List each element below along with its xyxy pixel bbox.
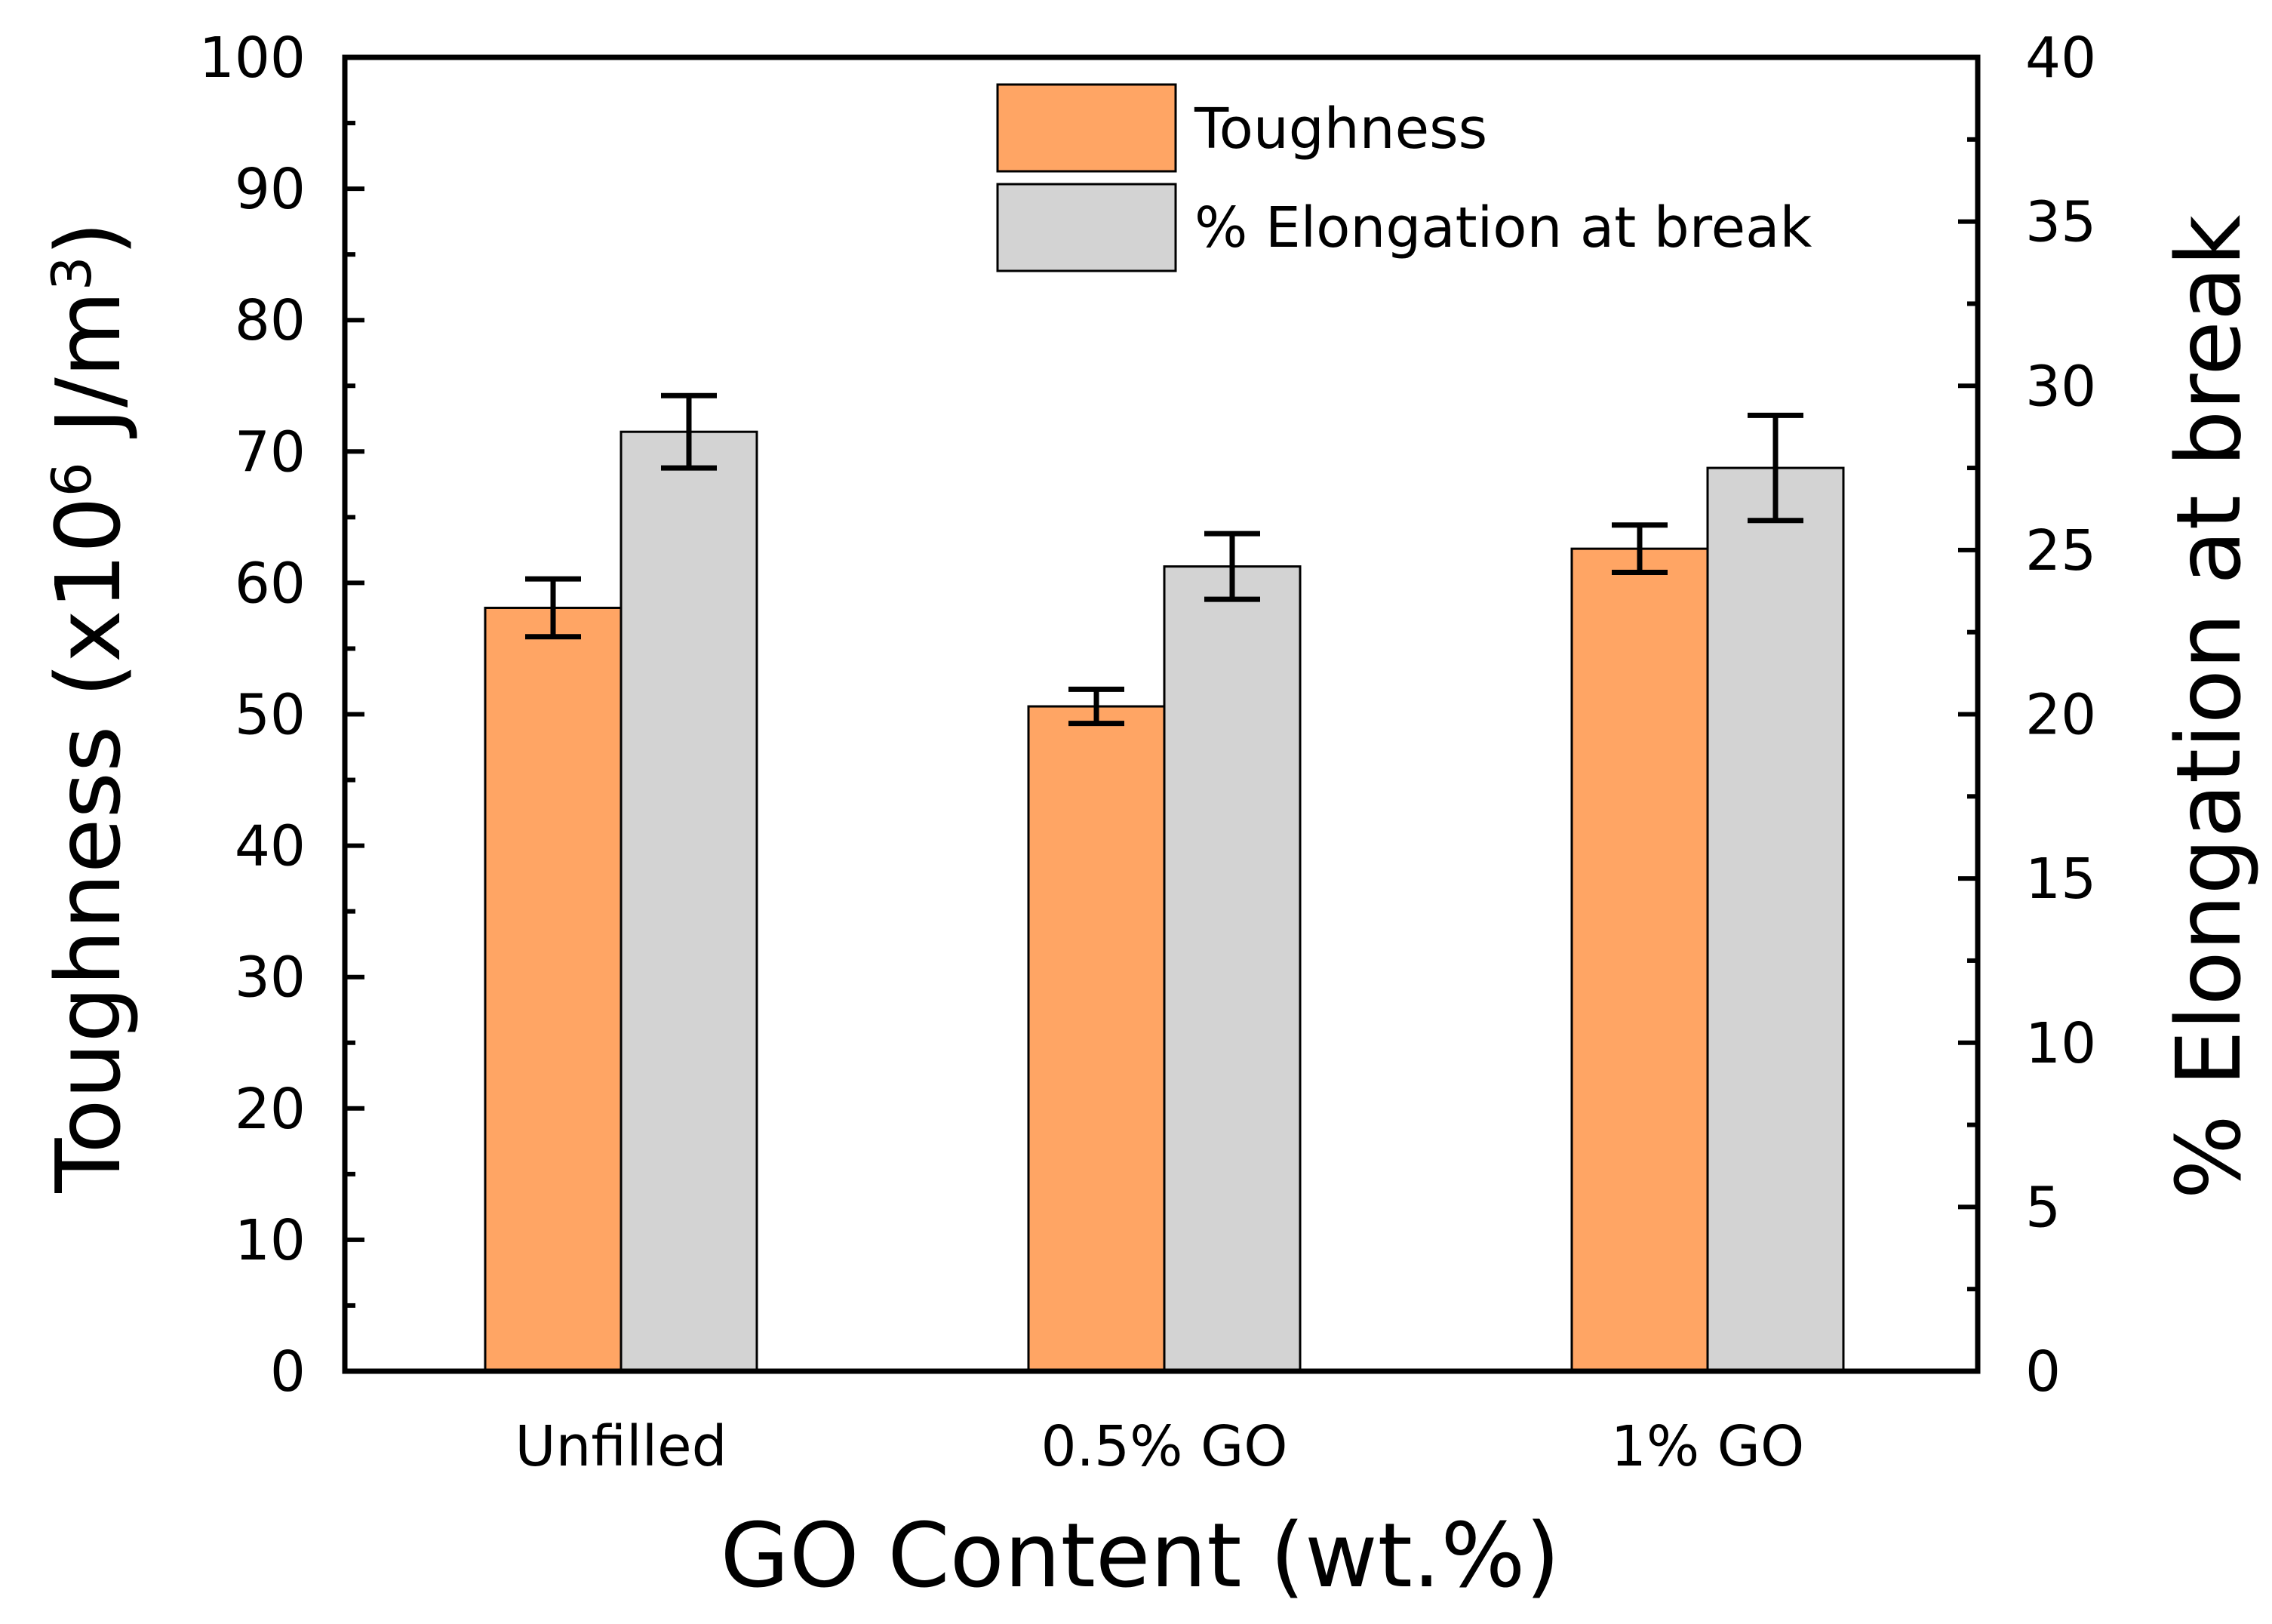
y-axis-title-prefix: Toughness (x10 [36,497,140,1194]
y-tick-label-7: 70 [235,420,306,484]
y2-tick-label-1: 5 [2025,1175,2061,1240]
bar-elongation-0 [619,430,758,1373]
y-tick-label-0: 0 [270,1339,306,1404]
y-axis-title-exponent2: 3 [40,256,103,291]
y-tick-label-1: 10 [235,1208,306,1273]
y2-tick-label-3: 15 [2025,847,2096,912]
legend-label-elongation: % Elongation at break [1194,195,1812,260]
bar-toughness-1 [1027,705,1166,1373]
y2-tick-label-4: 20 [2025,683,2096,748]
y-tick-label-2: 20 [235,1077,306,1142]
bar-toughness-2 [1570,547,1709,1373]
y2-axis-title: % Elongation at break [2157,215,2261,1200]
bar-elongation-2 [1706,466,1845,1373]
y2-tick-label-2: 10 [2025,1011,2096,1076]
legend-label-toughness: Toughness [1194,97,1487,161]
ticks-layer [345,55,1978,1373]
legend: Toughness % Elongation at break [996,83,1812,272]
bar-toughness-0 [484,606,623,1373]
y-tick-label-3: 30 [235,946,306,1010]
y2-tick-label-0: 0 [2025,1339,2061,1404]
y2-tick-label-7: 35 [2025,190,2096,255]
y-axis-title: Toughness (x106 J/m3) [36,221,140,1193]
tick-labels-layer: 0 10 20 30 40 50 60 70 80 90 100 0 5 10 15 20 25 30 35 40 Un… [199,26,2096,1479]
x-axis-title: GO Content (wt.%) [720,1503,1560,1607]
legend-swatch-elongation [996,183,1177,272]
y2-tick-label-8: 40 [2025,26,2096,91]
y-tick-label-4: 40 [235,814,306,879]
legend-swatch-toughness [996,83,1177,173]
y-axis-title-unit: J/m [36,291,140,462]
y-tick-label-6: 60 [235,551,306,616]
y2-tick-label-5: 25 [2025,518,2096,583]
error-bars-layer [525,392,1803,727]
x-tick-label-1: 0.5% GO [1041,1414,1287,1479]
y-tick-label-8: 80 [235,288,306,353]
bar-elongation-1 [1163,565,1302,1373]
y2-tick-label-6: 30 [2025,354,2096,419]
y-axis-title-suffix: ) [36,221,140,256]
x-tick-label-2: 1% GO [1611,1414,1805,1479]
y-axis-title-exponent: 6 [40,462,103,497]
y-tick-label-5: 50 [235,683,306,748]
y-tick-label-10: 100 [199,26,306,91]
y-tick-label-9: 90 [235,157,306,222]
x-tick-label-0: Unfilled [515,1414,727,1479]
bars-layer [484,430,1845,1373]
